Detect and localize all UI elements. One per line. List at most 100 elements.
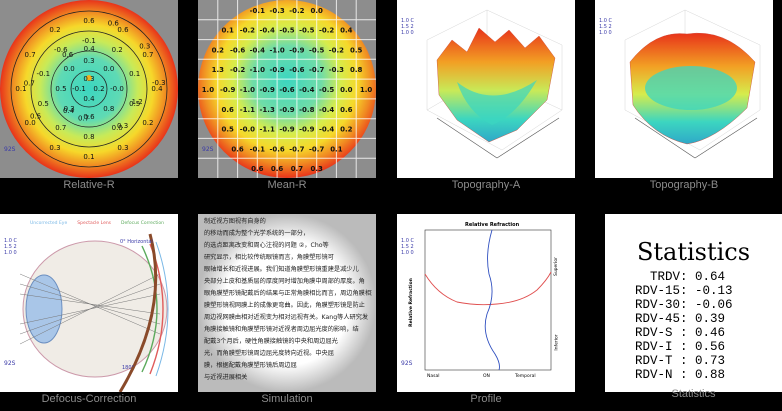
- relative-r-value: -0.3: [152, 79, 166, 87]
- relative-r-value: 0.0: [64, 65, 75, 73]
- defocus-mark-180: 180°: [122, 365, 135, 371]
- mean-r-value: 1.3: [212, 66, 225, 74]
- relative-r-value: 0.3: [83, 57, 94, 65]
- relative-r-value: 0.1: [83, 153, 94, 161]
- mean-r-value: 0.2: [212, 46, 225, 54]
- relative-r-map: 0.60.60.70.40.20.30.10.30.00.10.70.2-0.1…: [0, 0, 178, 178]
- statistics-row: RDV-45: 0.39: [635, 312, 733, 326]
- statistics-list: TRDV: 0.64 RDV-15: -0.13 RDV-30: -0.06 RDV-…: [635, 270, 733, 382]
- profile-panel[interactable]: 1.0 C 1.5 2 1.0 0 Relative Refraction Rela…: [397, 214, 575, 392]
- simulation-line: 光，而角膜塑形镜周边屈光度转向近视。中央屈: [204, 350, 334, 357]
- relative-r-value: 1.2: [132, 98, 143, 106]
- relative-r-value: 0.0: [25, 119, 36, 127]
- mean-r-caption: Mean-R: [267, 179, 307, 191]
- defocus-caption: Defocus-Correction: [41, 393, 137, 405]
- mean-r-value: -1.3: [260, 106, 275, 114]
- mean-r-value: -0.2: [319, 27, 334, 35]
- statistics-row-name: RDV-30:: [635, 298, 696, 312]
- mean-r-value: 1.0: [360, 86, 373, 94]
- relative-r-value: 0.5: [30, 112, 41, 120]
- mean-r-tag: 92S: [202, 146, 214, 153]
- mean-r-value: -0.7: [289, 145, 304, 153]
- topography-b-panel[interactable]: 1.0 C 1.5 2 1.0 0: [595, 0, 773, 178]
- mean-r-value: -0.6: [269, 145, 284, 153]
- relative-r-value: 0.2: [93, 85, 104, 93]
- simulation-line: 角膜接触镜和角膜塑形镜对近视者周边屈光度的影响，结: [204, 326, 359, 333]
- statistics-row-name: RDV-45:: [635, 312, 696, 326]
- statistics-row: RDV-30: -0.06: [635, 298, 733, 312]
- simulation-blur: [198, 214, 376, 392]
- profile-x-on: ON: [483, 374, 490, 379]
- mean-r-panel[interactable]: -0.1 -0.3 -0.2 0.0 0.1 -0.2 -0.4 -0.5 -0.5 -0.2 0.…: [198, 0, 376, 178]
- mean-r-value: -0.9: [289, 46, 304, 54]
- simulation-panel[interactable]: 制近视方图视有自身的 的移动而成为整个光学系统的一部分， 的选点距离改变和周心注视的…: [198, 214, 376, 392]
- mean-r-value: -0.9: [269, 66, 284, 74]
- defocus-panel[interactable]: 1.0 C 1.5 2 1.0 0 Uncorrected Eye Spectacl…: [0, 214, 178, 392]
- mean-r-value: -0.6: [289, 66, 304, 74]
- mean-r-value: -0.3: [269, 7, 284, 15]
- mean-r-value: 0.5: [350, 46, 363, 54]
- statistics-row-value: -0.13: [695, 284, 733, 298]
- mean-r-value: -0.5: [319, 86, 334, 94]
- statistics-row-value: -0.06: [695, 298, 733, 312]
- mean-r-value: -0.7: [309, 145, 324, 153]
- mean-r-value: 0.6: [231, 145, 244, 153]
- mean-r-value: -1.0: [250, 66, 265, 74]
- mean-r-value: 0.4: [340, 27, 353, 35]
- relative-r-value: 0.3: [139, 43, 150, 51]
- statistics-panel[interactable]: Statistics TRDV: 0.64 RDV-15: -0.13 RDV-30…: [605, 214, 782, 392]
- relative-r-value: 0.4: [84, 45, 96, 53]
- legend-uncorrected: Uncorrected Eye: [30, 221, 68, 226]
- topography-a-legend: 1.0 C 1.5 2 1.0 0: [401, 18, 415, 36]
- mean-r-value: -0.4: [250, 46, 265, 54]
- statistics-row: RDV-15: -0.13: [635, 284, 733, 298]
- relative-r-value: 0.7: [25, 51, 36, 59]
- mean-r-value: -0.4: [319, 126, 334, 134]
- mean-r-value: -0.8: [299, 106, 314, 114]
- relative-r-value: 0.5: [129, 100, 140, 108]
- mean-r-value: -0.4: [299, 86, 314, 94]
- mean-r-value: 0.6: [340, 106, 353, 114]
- relative-r-value: 0.4: [63, 107, 75, 115]
- topography-a-panel[interactable]: 1.0 C 1.5 2 1.0 0: [397, 0, 575, 178]
- mean-r-value: 1.0: [202, 86, 215, 94]
- profile-x-nasal: Nasal: [427, 374, 440, 379]
- defocus-eye-diagram: [19, 233, 169, 392]
- mean-r-value: -0.9: [279, 106, 294, 114]
- mean-r-value: -0.9: [220, 86, 235, 94]
- mean-r-value: -0.5: [299, 27, 314, 35]
- relative-r-caption: Relative-R: [63, 179, 115, 191]
- relative-r-value: 0.3: [117, 122, 128, 130]
- simulation-line: 制近视方图视有自身的: [204, 218, 266, 225]
- statistics-row: RDV-T : 0.73: [635, 354, 733, 368]
- mean-r-value: -0.2: [289, 7, 304, 15]
- topography-b-surface: [624, 9, 761, 159]
- mean-r-value: -0.2: [329, 46, 344, 54]
- statistics-row: RDV-N : 0.88: [635, 368, 733, 382]
- profile-ylabel: Relative Refraction: [408, 278, 414, 327]
- relative-r-value: 0.4: [151, 85, 163, 93]
- profile-corner-legend: 1.0 C 1.5 2 1.0 0: [401, 238, 415, 256]
- simulation-line: 膜，根据配戴角膜塑形镜后周边屈: [204, 362, 297, 369]
- mean-r-value: 0.6: [221, 106, 234, 114]
- mean-r-value: -1.0: [240, 86, 255, 94]
- topography-b-legend: 1.0 C 1.5 2 1.0 0: [599, 18, 613, 36]
- profile-tag: 92S: [401, 360, 413, 367]
- mean-r-value: 0.6: [271, 165, 284, 173]
- topography-b-caption: Topography-B: [649, 179, 719, 191]
- mean-r-value: -0.1: [250, 145, 265, 153]
- relative-r-panel[interactable]: 0.6 0.6 0.7 0.4 0.2 0.3 0.1 0.3 0.0 0.1 0.7 0.2 -0.1…: [0, 0, 178, 178]
- mean-r-value: 0.2: [340, 126, 353, 134]
- mean-r-value: 0.8: [350, 66, 363, 74]
- statistics-row-value: 0.88: [695, 368, 726, 382]
- defocus-tag: 92S: [4, 360, 16, 367]
- mean-r-value: 0.7: [291, 165, 304, 173]
- defocus-mark-horizontal: 0° Horizontal: [120, 239, 153, 245]
- statistics-row: TRDV: 0.64: [635, 270, 733, 284]
- statistics-row: RDV-I : 0.56: [635, 340, 733, 354]
- relative-r-value: 0.6: [83, 17, 95, 25]
- statistics-row-value: 0.73: [695, 354, 726, 368]
- mean-r-value: 0.1: [330, 145, 343, 153]
- simulation-line: 周边视网膜由相对近视变为相对远视有关。Kang等人研究发: [204, 314, 369, 321]
- profile-title: Relative Refraction: [465, 222, 520, 228]
